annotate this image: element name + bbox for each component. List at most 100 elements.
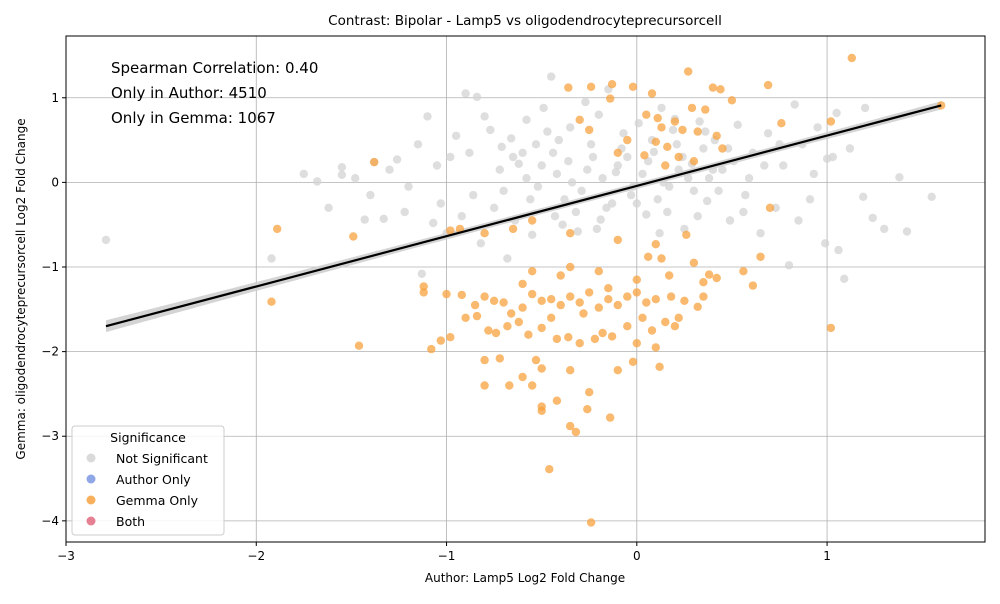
- point-gemma-only: [537, 323, 546, 333]
- point-not-significant: [508, 152, 518, 162]
- point-not-significant: [337, 170, 347, 179]
- y-tick-label: 1: [51, 91, 59, 105]
- point-not-significant: [725, 216, 735, 225]
- point-gemma-only: [461, 313, 470, 322]
- point-gemma-only: [427, 344, 436, 354]
- point-gemma-only: [699, 292, 708, 301]
- point-gemma-only: [657, 123, 666, 132]
- point-not-significant: [714, 186, 723, 195]
- point-not-significant: [429, 218, 438, 228]
- point-not-significant: [588, 152, 598, 162]
- point-gemma-only: [552, 396, 562, 405]
- point-not-significant: [832, 108, 841, 118]
- point-gemma-only: [505, 381, 514, 390]
- point-gemma-only: [273, 224, 282, 234]
- point-gemma-only: [354, 341, 364, 350]
- legend-title: Significance: [110, 430, 186, 445]
- legend-label: Not Significant: [116, 451, 208, 466]
- point-gemma-only: [446, 226, 455, 235]
- point-gemma-only: [682, 230, 691, 239]
- point-not-significant: [583, 165, 592, 174]
- point-not-significant: [446, 152, 455, 162]
- point-not-significant: [472, 92, 482, 102]
- point-not-significant: [642, 210, 651, 219]
- regression-line-group: [105, 104, 942, 328]
- point-gemma-only: [556, 271, 565, 280]
- point-not-significant: [392, 155, 402, 164]
- point-not-significant: [586, 140, 596, 149]
- point-gemma-only: [518, 279, 527, 289]
- point-gemma-only: [436, 336, 445, 345]
- point-not-significant: [895, 173, 904, 182]
- point-gemma-only: [847, 53, 856, 63]
- point-gemma-only: [528, 381, 537, 390]
- point-not-significant: [859, 192, 868, 201]
- point-gemma-only: [370, 157, 379, 167]
- point-gemma-only: [642, 110, 651, 119]
- point-gemma-only: [480, 381, 489, 390]
- point-gemma-only: [518, 303, 527, 312]
- point-not-significant: [476, 239, 485, 248]
- point-gemma-only: [547, 295, 556, 304]
- point-gemma-only: [566, 262, 575, 272]
- point-not-significant: [653, 195, 662, 204]
- point-not-significant: [400, 207, 409, 217]
- point-gemma-only: [699, 278, 708, 287]
- point-gemma-only: [575, 115, 584, 125]
- point-not-significant: [649, 147, 659, 157]
- legend-box: [71, 425, 225, 536]
- point-gemma-only: [674, 152, 683, 162]
- point-gemma-only: [575, 298, 584, 307]
- y-tick-label: −3: [41, 429, 59, 443]
- point-not-significant: [665, 182, 674, 191]
- point-not-significant: [699, 144, 708, 153]
- point-gemma-only: [586, 82, 596, 92]
- point-not-significant: [385, 165, 394, 174]
- point-not-significant: [337, 163, 347, 172]
- point-gemma-only: [585, 288, 594, 297]
- point-gemma-only: [613, 148, 622, 157]
- point-not-significant: [539, 103, 548, 113]
- point-not-significant: [611, 168, 621, 177]
- point-not-significant: [594, 110, 603, 119]
- point-gemma-only: [674, 313, 683, 322]
- point-not-significant: [573, 227, 582, 236]
- point-gemma-only: [712, 273, 721, 283]
- point-not-significant: [703, 196, 712, 206]
- legend-label: Both: [116, 514, 145, 529]
- point-not-significant: [451, 131, 461, 140]
- point-gemma-only: [651, 343, 660, 352]
- point-not-significant: [655, 229, 664, 238]
- point-gemma-only: [531, 355, 541, 365]
- point-not-significant: [379, 214, 388, 223]
- x-tick-label: −2: [247, 549, 265, 563]
- point-not-significant: [902, 227, 912, 236]
- point-gemma-only: [632, 288, 641, 297]
- point-not-significant: [522, 115, 531, 125]
- point-not-significant: [554, 135, 563, 145]
- point-not-significant: [366, 190, 375, 200]
- point-gemma-only: [547, 313, 556, 322]
- point-gemma-only: [623, 322, 632, 331]
- point-not-significant: [775, 140, 784, 149]
- point-gemma-only: [507, 309, 516, 318]
- point-gemma-only: [419, 282, 428, 291]
- point-not-significant: [560, 195, 569, 204]
- point-gemma-only: [472, 311, 482, 321]
- point-not-significant: [674, 165, 683, 174]
- point-gemma-only: [566, 366, 575, 375]
- point-not-significant: [779, 161, 788, 170]
- legend-marker: [86, 495, 96, 505]
- point-gemma-only: [670, 117, 680, 126]
- point-gemma-only: [661, 161, 670, 170]
- point-gemma-only: [470, 300, 480, 310]
- point-gemma-only: [665, 271, 674, 280]
- point-not-significant: [564, 157, 573, 166]
- point-gemma-only: [687, 103, 697, 113]
- point-not-significant: [267, 254, 276, 263]
- point-gemma-only: [689, 258, 699, 267]
- point-not-significant: [469, 190, 478, 200]
- point-not-significant: [533, 182, 543, 191]
- point-gemma-only: [708, 83, 718, 92]
- point-gemma-only: [632, 275, 641, 284]
